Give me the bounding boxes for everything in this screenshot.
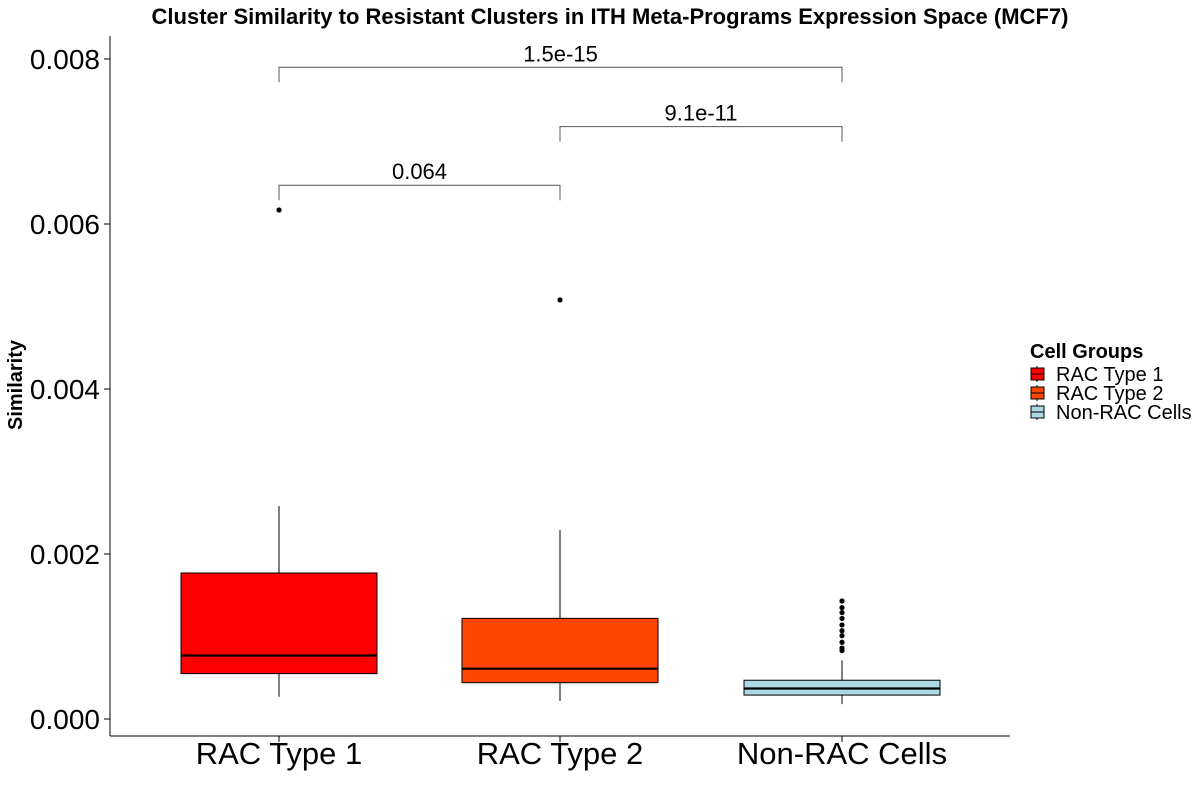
y-tick-label: 0.004	[30, 374, 100, 405]
significance-bracket: 0.064	[278, 159, 561, 201]
outlier-point	[839, 645, 845, 651]
significance-bracket: 1.5e-15	[278, 41, 843, 83]
box-iqr	[461, 617, 659, 684]
outlier-point	[276, 207, 282, 213]
outlier-point	[557, 297, 563, 303]
outlier-point	[839, 628, 845, 634]
bracket-line	[278, 66, 843, 83]
outlier-point	[839, 598, 845, 604]
x-tick-label: RAC Type 1	[196, 736, 363, 771]
legend-item: RAC Type 1	[1030, 364, 1163, 386]
legend-label: Non-RAC Cells	[1056, 402, 1192, 424]
x-tick-label: RAC Type 2	[477, 736, 644, 771]
box-iqr	[180, 572, 378, 675]
legend-label: RAC Type 2	[1056, 383, 1163, 405]
legend-item: RAC Type 2	[1030, 383, 1163, 405]
p-value-label: 1.5e-15	[523, 41, 598, 66]
box-rac-type-2	[461, 297, 659, 701]
legend-label: RAC Type 1	[1056, 364, 1163, 386]
outlier-point	[839, 609, 845, 616]
y-tick-label: 0.000	[30, 704, 100, 735]
y-axis-label: Similarity	[5, 339, 27, 430]
bracket-line	[559, 126, 843, 142]
legend-item: Non-RAC Cells	[1030, 402, 1192, 424]
p-value-label: 0.064	[392, 159, 447, 184]
p-value-label: 9.1e-11	[665, 101, 738, 126]
outlier-point	[839, 615, 845, 621]
y-tick-label: 0.006	[30, 209, 100, 240]
box-rac-type-1	[180, 207, 378, 697]
chart-title: Cluster Similarity to Resistant Clusters…	[152, 4, 1069, 29]
box-non-rac-cells	[743, 598, 941, 705]
outlier-point	[839, 605, 845, 611]
outlier-point	[839, 622, 845, 628]
y-tick-label: 0.008	[30, 44, 100, 75]
y-tick-label: 0.002	[30, 539, 100, 570]
outlier-point	[839, 639, 845, 645]
x-tick-label: Non-RAC Cells	[737, 736, 947, 771]
significance-bracket: 9.1e-11	[559, 101, 843, 142]
bracket-line	[278, 184, 561, 201]
outlier-point	[839, 633, 845, 639]
legend-title: Cell Groups	[1030, 341, 1143, 363]
